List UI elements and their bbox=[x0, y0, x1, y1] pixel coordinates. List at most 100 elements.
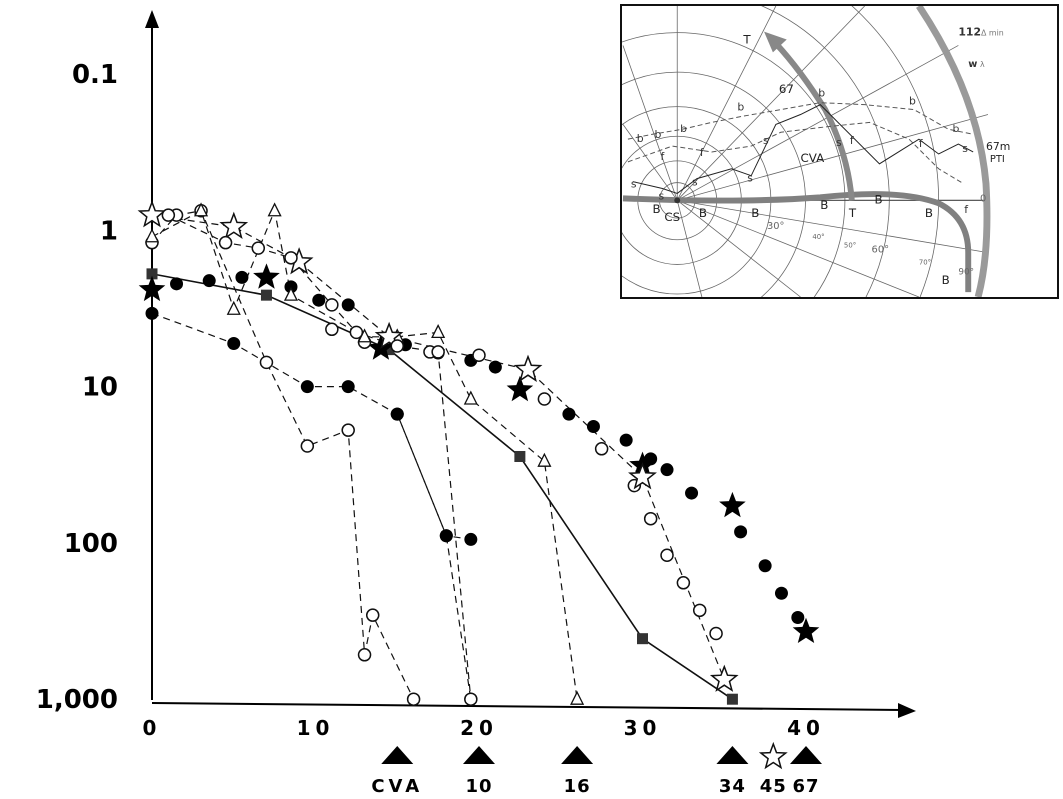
y-tick-label: 1,000 bbox=[36, 685, 118, 715]
filled-circle-point bbox=[202, 274, 216, 288]
filled-circle-point bbox=[685, 486, 699, 500]
letter-b-6: b bbox=[909, 95, 916, 108]
filled-circle-point bbox=[660, 463, 674, 477]
x-tick-label: 40 bbox=[787, 716, 825, 740]
bottom-triangle-marker bbox=[463, 746, 495, 764]
letter-f-2: f bbox=[700, 146, 705, 159]
label-ring-50: 50° bbox=[844, 242, 856, 250]
letter-B-6: B bbox=[925, 206, 933, 220]
filled-circle-point bbox=[170, 277, 184, 291]
filled-square-point bbox=[726, 693, 738, 705]
series-line bbox=[151, 273, 733, 700]
label-cva: CVA bbox=[801, 151, 825, 165]
filled-square-point bbox=[146, 268, 158, 280]
filled-circle-point bbox=[341, 380, 355, 394]
label-cs: CS bbox=[664, 210, 680, 224]
label-67m: 67m bbox=[986, 140, 1010, 153]
letter-B-3: B bbox=[751, 206, 759, 220]
open-triangle-point bbox=[431, 323, 446, 339]
letter-B-7: B bbox=[942, 273, 950, 287]
filled-circle-point bbox=[312, 293, 326, 307]
bottom-marker-label: 34 bbox=[719, 776, 746, 797]
letter-B-2: B bbox=[699, 206, 707, 220]
filled-square-point bbox=[514, 450, 526, 462]
x-ticks: 0 10 20 30 40 bbox=[143, 716, 825, 740]
filled-circle-point bbox=[488, 360, 502, 374]
label-ring-30: 30° bbox=[767, 221, 784, 232]
filled-circle-point bbox=[464, 532, 478, 546]
open-star-point bbox=[709, 664, 739, 692]
polar-svg: 112 Δ min w λ T 67 CVA 67m PTI CS 30° 40… bbox=[622, 6, 1010, 297]
label-ring-40: 40° bbox=[812, 233, 824, 241]
bottom-marker-label: CVA bbox=[371, 776, 423, 797]
open-star-point bbox=[374, 321, 404, 350]
open-circle-point bbox=[472, 348, 486, 362]
outer-gray-arc bbox=[916, 6, 991, 297]
filled-circle-point bbox=[586, 419, 600, 433]
open-star-point bbox=[513, 354, 543, 383]
open-triangle-point bbox=[267, 202, 282, 217]
solid-s-line bbox=[632, 104, 974, 194]
filled-circle-point bbox=[774, 586, 788, 600]
dashed-f-line bbox=[627, 121, 964, 184]
open-circle-point bbox=[218, 235, 233, 250]
open-triangle-point bbox=[570, 690, 585, 705]
filled-circle-point bbox=[758, 559, 772, 573]
filled-star-point bbox=[506, 375, 534, 402]
filled-star-point bbox=[138, 275, 166, 302]
letter-s-4: s bbox=[747, 172, 753, 185]
y-axis-arrow bbox=[145, 10, 159, 28]
open-star-point bbox=[137, 200, 167, 228]
filled-circle-point bbox=[145, 306, 159, 320]
y-ticks: 0.1 1 10 100 1,000 bbox=[36, 60, 118, 715]
open-circle-point bbox=[341, 423, 355, 437]
open-star-point bbox=[219, 211, 249, 240]
filled-circle-point bbox=[227, 337, 241, 351]
letter-f-1: f bbox=[660, 150, 665, 163]
bottom-marker-label: 16 bbox=[564, 776, 591, 797]
bottom-marker-label: 10 bbox=[465, 776, 492, 797]
series-line bbox=[396, 413, 472, 700]
filled-circle-point bbox=[390, 407, 404, 421]
header-value-1: 112 bbox=[958, 26, 981, 39]
label-ring-70: 70° bbox=[919, 258, 931, 266]
filled-circle-point bbox=[341, 298, 355, 312]
open-circle-point bbox=[357, 648, 372, 662]
open-circle-point bbox=[349, 325, 364, 340]
y-tick-label: 0.1 bbox=[72, 60, 118, 90]
letter-s-5: s bbox=[763, 134, 769, 147]
open-circle-point bbox=[390, 339, 404, 353]
open-circle-point bbox=[325, 322, 339, 337]
series-line bbox=[168, 214, 472, 700]
label-T-top: T bbox=[742, 32, 751, 46]
letter-f-5: f bbox=[964, 203, 969, 216]
filled-circle-point bbox=[235, 270, 249, 284]
letter-f-4: f bbox=[919, 137, 924, 150]
letter-b-4: b bbox=[737, 101, 744, 114]
x-tick-label: 30 bbox=[624, 716, 662, 740]
filled-square-point bbox=[637, 633, 648, 645]
filled-square-point bbox=[383, 344, 395, 356]
bottom-triangle-marker bbox=[561, 746, 594, 764]
filled-circle-point bbox=[300, 380, 314, 394]
x-tick-label: 20 bbox=[460, 716, 498, 740]
letter-b-2: b bbox=[655, 128, 662, 141]
bottom-triangle-marker bbox=[716, 746, 749, 764]
open-circle-point bbox=[365, 608, 380, 622]
open-circle-point bbox=[161, 208, 176, 222]
label-pti: PTI bbox=[990, 154, 1005, 165]
series-line bbox=[151, 210, 415, 700]
x-tick-label: 10 bbox=[297, 716, 335, 740]
open-circle-point bbox=[692, 603, 707, 618]
bottom-triangle-marker bbox=[381, 746, 414, 764]
open-circle-point bbox=[300, 439, 315, 453]
open-circle-point bbox=[325, 298, 339, 312]
filled-star-point bbox=[719, 491, 746, 518]
letter-T-bottom: T bbox=[848, 206, 857, 220]
dashed-b-line bbox=[627, 102, 974, 140]
open-circle-point bbox=[259, 355, 274, 370]
filled-circle-point bbox=[644, 452, 658, 466]
y-tick-label: 10 bbox=[82, 373, 118, 403]
letter-b-7: b bbox=[952, 122, 959, 135]
